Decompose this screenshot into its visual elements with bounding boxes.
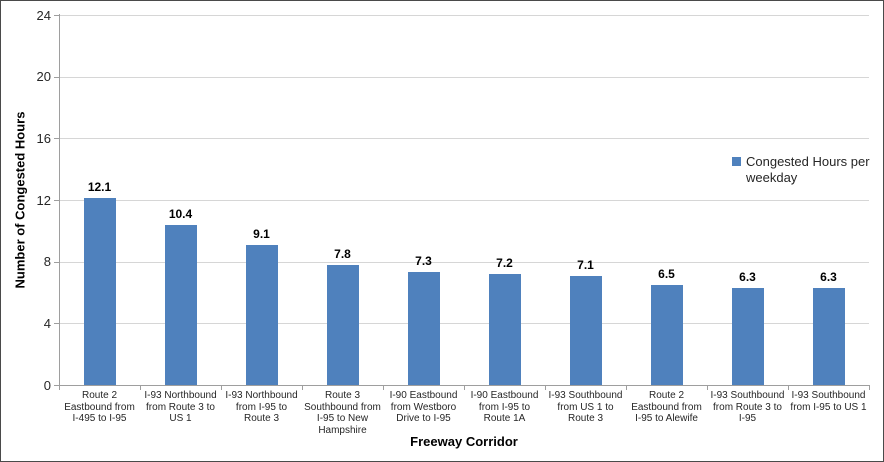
gridline [60,76,869,78]
x-axis-title: Freeway Corridor [410,434,518,449]
bar [650,285,683,385]
bar-value-label: 6.5 [658,267,675,281]
x-tick-mark [59,386,60,390]
x-tick-mark [707,386,708,390]
y-tick-label: 16 [36,130,51,146]
bar [83,198,116,385]
y-tick-mark [54,76,59,78]
y-tick-mark [54,261,59,263]
bar-value-label: 6.3 [820,270,837,284]
y-tick-mark [54,323,59,325]
bar [569,276,602,385]
y-tick-mark [54,385,59,386]
gridline [60,200,869,201]
x-category-label: Route 2 Eastbound from I-495 to I-95 [64,390,135,424]
bar [407,272,440,385]
x-category-label: I-90 Eastbound from Westboro Drive to I-… [389,390,458,424]
bar-value-label: 7.1 [577,258,594,272]
gridline [60,138,869,140]
bar-value-label: 7.3 [415,254,432,268]
y-tick-mark [54,138,59,140]
x-category-label: I-93 Southbound from US 1 to Route 3 [548,390,623,424]
y-tick-label: 24 [36,7,51,23]
x-category-label: Route 2 Eastbound from I-95 to Alewife [631,390,702,424]
x-category-label: I-90 Eastbound from I-95 to Route 1A [470,390,539,424]
bar-value-label: 9.1 [253,227,270,241]
x-tick-mark [626,386,627,390]
bar-value-label: 7.8 [334,247,351,261]
bar [488,274,521,385]
x-tick-mark [140,386,141,390]
legend-swatch-icon [732,157,741,166]
y-axis-line [59,14,60,386]
bar-value-label: 6.3 [739,270,756,284]
x-tick-mark [221,386,222,390]
x-axis-line [59,385,870,386]
x-tick-mark [869,386,870,390]
bar-value-label: 10.4 [168,207,193,221]
x-tick-mark [545,386,546,390]
gridline [60,261,869,263]
y-tick-label: 4 [43,315,51,331]
x-tick-mark [464,386,465,390]
x-tick-mark [788,386,789,390]
bar [164,225,197,385]
bar [812,288,845,385]
x-category-label: I-93 Southbound from Route 3 to I-95 [710,390,785,424]
bar-value-label: 7.2 [496,256,513,270]
x-category-label: Route 3 Southbound from I-95 to New Hamp… [304,390,381,436]
y-tick-label: 20 [36,69,51,85]
legend-label: Congested Hours per weekday [746,154,870,185]
y-tick-mark [54,200,59,201]
x-tick-mark [383,386,384,390]
y-tick-label: 8 [43,254,51,270]
y-tick-label: 0 [43,377,51,393]
gridline [60,15,869,16]
y-tick-mark [54,15,59,16]
gridline [60,323,869,325]
legend: Congested Hours per weekday [732,154,874,186]
y-tick-label: 12 [36,192,51,208]
bar [245,245,278,385]
bar [731,288,764,385]
bar-value-label: 12.1 [87,180,112,194]
x-category-label: I-93 Southbound from I-95 to US 1 [790,390,867,413]
x-tick-mark [302,386,303,390]
x-category-label: I-93 Northbound from I-95 to Route 3 [225,390,298,424]
bar [326,265,359,385]
x-category-label: I-93 Northbound from Route 3 to US 1 [144,390,217,424]
